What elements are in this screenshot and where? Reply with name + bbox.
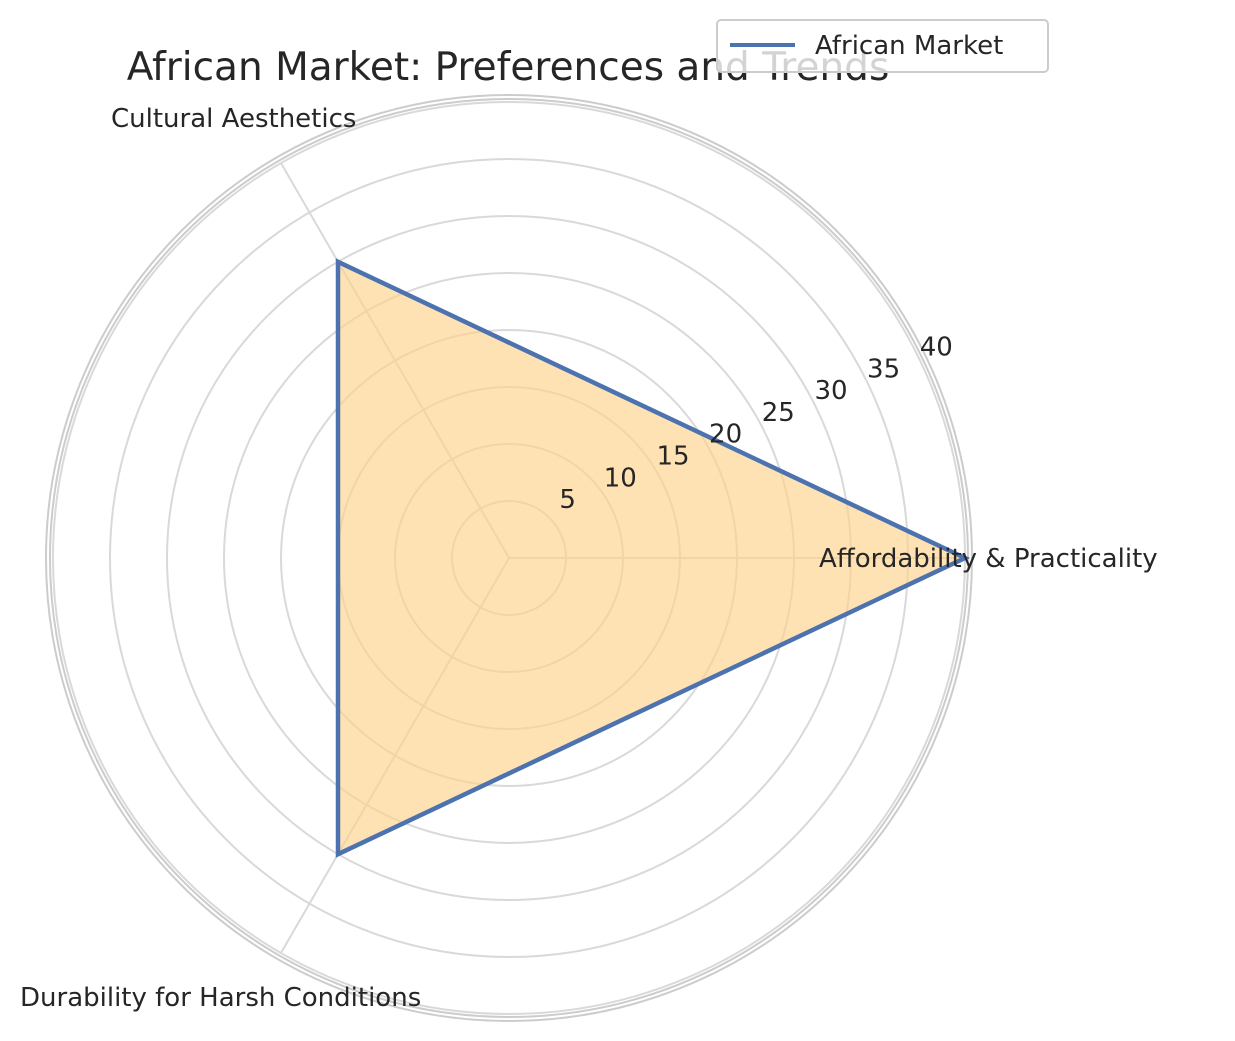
series-line: [335, 258, 971, 858]
category-label: Durability for Harsh Conditions: [20, 983, 421, 1013]
legend: African Market: [716, 19, 1049, 73]
polar-spine: [45, 94, 973, 1022]
radial-tick-label: 15: [656, 442, 689, 472]
radial-tick-label: 30: [814, 376, 847, 406]
series-layer: [335, 258, 971, 858]
radial-tick-label: 25: [762, 398, 795, 428]
legend-box: [716, 19, 1049, 73]
radial-tick-label: 20: [709, 420, 742, 450]
category-label: Affordability & Practicality: [819, 544, 1158, 574]
legend-label: African Market: [815, 31, 1003, 61]
radial-tick-label: 5: [559, 485, 576, 515]
radial-tick-label: 35: [867, 354, 900, 384]
category-label: Cultural Aesthetics: [111, 104, 356, 134]
series-area: [338, 261, 965, 855]
radial-tick-label: 40: [920, 333, 953, 363]
labels: Affordability & Practicality Cultural Aes…: [20, 104, 1158, 1013]
radial-tick-label: 10: [604, 463, 637, 493]
